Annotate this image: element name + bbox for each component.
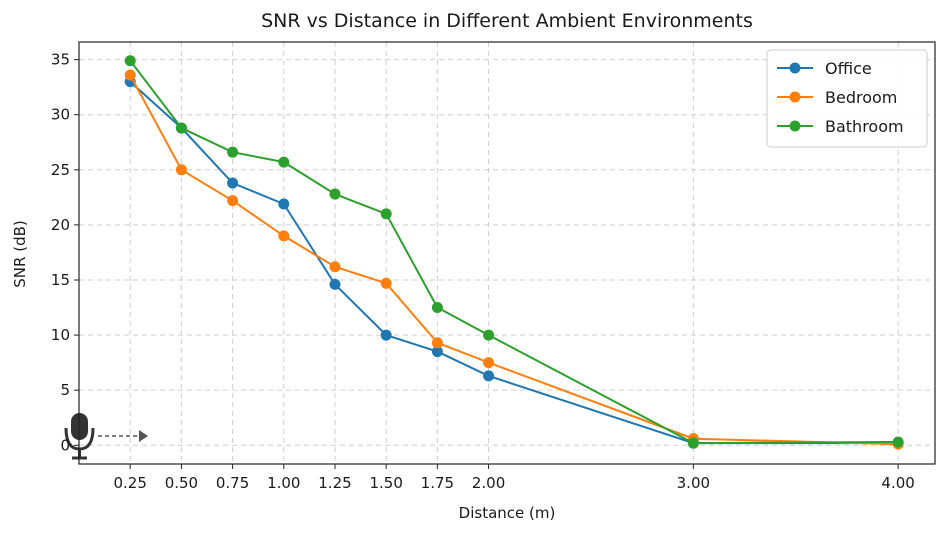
data-point-office-1.00	[278, 198, 290, 210]
dashed-arrow-icon	[98, 430, 148, 442]
y-tick-label-0: 0	[60, 436, 70, 454]
series-layer	[124, 55, 904, 450]
legend-label-office: Office	[825, 59, 872, 78]
legend-marker-office	[789, 62, 801, 74]
legend-box	[766, 49, 928, 148]
legend-marker-bathroom	[789, 120, 801, 132]
x-tick-label-0.25: 0.25	[113, 474, 146, 492]
legend-label-bathroom: Bathroom	[825, 117, 904, 136]
series-line-bedroom	[129, 74, 899, 446]
data-point-office-2.00	[483, 370, 495, 382]
y-tick-label-5: 5	[60, 381, 70, 399]
legend-marker-bedroom	[789, 91, 801, 103]
x-tick-label-0.50: 0.50	[165, 474, 198, 492]
series-line-bathroom	[129, 60, 899, 445]
legend-label-bedroom: Bedroom	[825, 88, 897, 107]
data-point-bathroom-2.00	[483, 329, 495, 341]
series-line-office	[129, 80, 899, 445]
x-tick-label-1.00: 1.00	[267, 474, 300, 492]
data-point-office-1.75	[431, 346, 443, 358]
data-point-bathroom-1.50	[380, 208, 392, 220]
data-point-bathroom-4.00	[892, 436, 904, 448]
data-point-office-1.25	[329, 278, 341, 290]
x-tick-label-1.75: 1.75	[421, 474, 454, 492]
data-point-bathroom-0.50	[175, 122, 187, 134]
data-point-bathroom-1.25	[329, 188, 341, 200]
x-tick-label-0.75: 0.75	[216, 474, 249, 492]
y-tick-label-35: 35	[51, 51, 70, 69]
data-point-office-1.50	[380, 329, 392, 341]
x-tick-label-1.50: 1.50	[369, 474, 402, 492]
data-point-bedroom-1.25	[329, 261, 341, 273]
axes: 0.25 0.50 0.75 1.00 1.25 1.50 1.75 2.00 3.00 4.00…	[51, 41, 936, 492]
y-axis-label: SNR (dB)	[11, 220, 29, 287]
y-tick-label-25: 25	[51, 161, 70, 179]
plot-frame	[78, 41, 936, 465]
x-axis-label: Distance (m)	[459, 504, 556, 522]
y-tick-label-10: 10	[51, 326, 70, 344]
data-point-bedroom-0.75	[227, 195, 239, 207]
x-tick-label-3.00: 3.00	[677, 474, 710, 492]
data-point-bedroom-2.00	[483, 357, 495, 369]
data-point-bathroom-0.75	[227, 146, 239, 158]
y-tick-label-20: 20	[51, 216, 70, 234]
y-tick-label-30: 30	[51, 106, 70, 124]
data-point-bathroom-1.75	[431, 302, 443, 314]
x-tick-label-2.00: 2.00	[472, 474, 505, 492]
data-point-bedroom-1.50	[380, 277, 392, 289]
y-tick-label-15: 15	[51, 271, 70, 289]
data-point-office-0.75	[227, 177, 239, 189]
data-point-bathroom-1.00	[278, 156, 290, 168]
data-point-bedroom-0.50	[175, 164, 187, 176]
x-tick-label-1.25: 1.25	[318, 474, 351, 492]
data-point-bedroom-0.25	[124, 69, 136, 81]
data-point-bedroom-1.00	[278, 230, 290, 242]
data-point-bedroom-1.75	[431, 337, 443, 349]
data-point-bathroom-0.25	[124, 55, 136, 67]
chart-title: SNR vs Distance in Different Ambient Env…	[261, 10, 753, 32]
x-tick-label-4.00: 4.00	[881, 474, 914, 492]
legend: Office Bedroom Bathroom	[766, 49, 928, 148]
annotation-layer	[64, 413, 148, 460]
data-point-bathroom-3.00	[687, 437, 699, 449]
